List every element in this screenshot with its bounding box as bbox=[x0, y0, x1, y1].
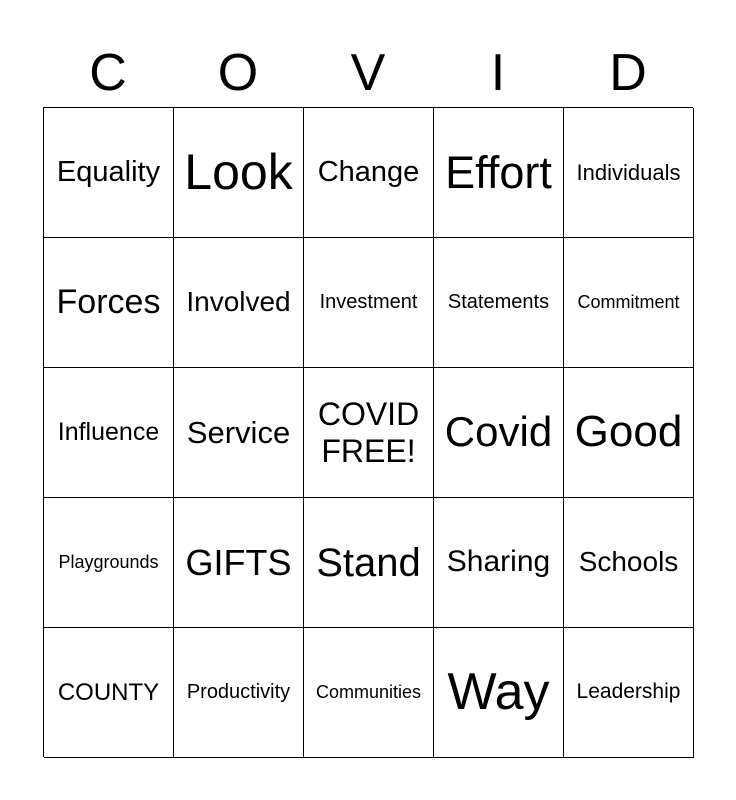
header-letter: O bbox=[217, 44, 259, 102]
bingo-grid: Equality Look Change Effort Individuals … bbox=[43, 107, 694, 758]
bingo-header: C O V I D bbox=[43, 40, 693, 106]
bingo-cell: Way bbox=[434, 628, 564, 758]
bingo-cell: Covid bbox=[434, 368, 564, 498]
bingo-cell: Productivity bbox=[174, 628, 304, 758]
bingo-cell: Effort bbox=[434, 108, 564, 238]
bingo-cell: Service bbox=[174, 368, 304, 498]
bingo-cell: Leadership bbox=[564, 628, 694, 758]
bingo-cell: Investment bbox=[304, 238, 434, 368]
bingo-cell: Equality bbox=[44, 108, 174, 238]
header-letter: I bbox=[490, 44, 506, 102]
bingo-cell-free: COVID FREE! bbox=[304, 368, 434, 498]
bingo-cell: Involved bbox=[174, 238, 304, 368]
bingo-cell: Sharing bbox=[434, 498, 564, 628]
bingo-cell: Individuals bbox=[564, 108, 694, 238]
bingo-cell: Schools bbox=[564, 498, 694, 628]
header-letter: D bbox=[609, 44, 647, 102]
bingo-cell: Influence bbox=[44, 368, 174, 498]
bingo-cell: Playgrounds bbox=[44, 498, 174, 628]
bingo-cell: Change bbox=[304, 108, 434, 238]
bingo-cell: Communities bbox=[304, 628, 434, 758]
bingo-cell: Statements bbox=[434, 238, 564, 368]
bingo-cell: Commitment bbox=[564, 238, 694, 368]
bingo-cell: COUNTY bbox=[44, 628, 174, 758]
bingo-cell: Forces bbox=[44, 238, 174, 368]
bingo-cell: Look bbox=[174, 108, 304, 238]
bingo-cell: Stand bbox=[304, 498, 434, 628]
header-letter: V bbox=[350, 44, 386, 102]
bingo-cell: Good bbox=[564, 368, 694, 498]
bingo-cell: GIFTS bbox=[174, 498, 304, 628]
header-letter: C bbox=[89, 44, 127, 102]
